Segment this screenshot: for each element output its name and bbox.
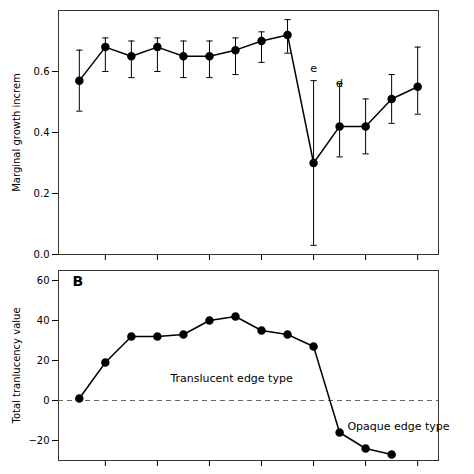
svg-text:d: d xyxy=(336,77,343,90)
svg-text:Opaque edge type: Opaque edge type xyxy=(347,420,449,433)
svg-text:Translucent edge type: Translucent edge type xyxy=(169,372,292,385)
svg-text:0.6: 0.6 xyxy=(34,66,50,77)
svg-text:B: B xyxy=(73,273,84,289)
svg-text:20: 20 xyxy=(37,355,50,366)
svg-text:0: 0 xyxy=(43,395,49,406)
svg-text:0.0: 0.0 xyxy=(34,249,50,260)
svg-text:60: 60 xyxy=(37,275,50,286)
svg-text:e: e xyxy=(310,62,317,75)
svg-text:Marginal growth increm: Marginal growth increm xyxy=(11,73,22,192)
svg-text:−20: −20 xyxy=(28,435,49,446)
svg-text:40: 40 xyxy=(37,315,50,326)
svg-text:Total tranlucency value: Total tranlucency value xyxy=(11,307,22,424)
svg-text:0.4: 0.4 xyxy=(34,127,50,138)
svg-text:0.2: 0.2 xyxy=(34,188,50,199)
